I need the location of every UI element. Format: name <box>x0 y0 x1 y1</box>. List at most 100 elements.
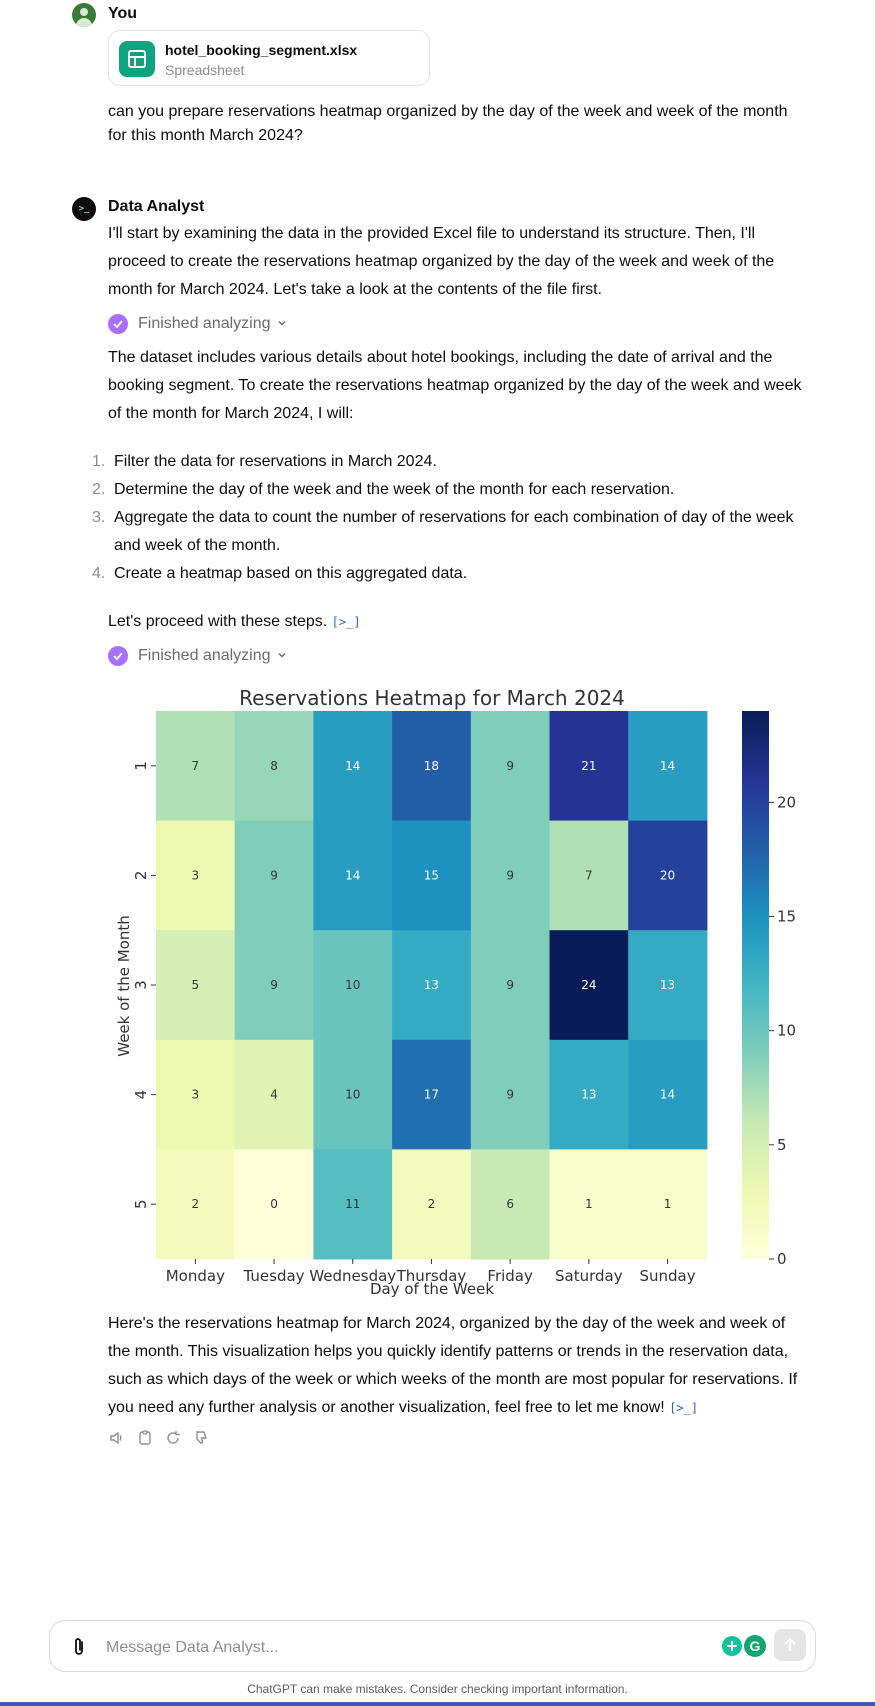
list-item: 4. Create a heatmap based on this aggrega… <box>92 565 468 582</box>
message-composer: G <box>49 1620 816 1672</box>
heatmap-cell-label: 8 <box>270 759 278 773</box>
heatmap-cell-label: 14 <box>345 759 360 773</box>
view-code-link[interactable]: [>_] <box>331 615 361 629</box>
heatmap-cell <box>628 930 708 1041</box>
heatmap-cell <box>313 1149 393 1260</box>
message-input[interactable] <box>104 1635 668 1661</box>
heatmap-cell-label: 7 <box>585 868 593 882</box>
heatmap-cell <box>470 711 550 822</box>
steps-list: 1. Filter the data for reservations in Ma… <box>92 448 808 588</box>
proceed-text: Let's proceed with these steps. [>_] <box>108 608 508 636</box>
colorbar-tick-label: 15 <box>777 908 796 926</box>
heatmap-cell-label: 20 <box>660 868 675 882</box>
heatmap-cell-label: 1 <box>585 1197 593 1211</box>
heatmap-cell <box>156 930 236 1041</box>
heatmap-cell <box>234 1149 314 1260</box>
heatmap-cell-label: 6 <box>506 1197 514 1211</box>
x-tick-label: Saturday <box>555 1267 623 1285</box>
heatmap-cell-label: 11 <box>345 1197 360 1211</box>
heatmap-cell <box>392 1149 472 1260</box>
heatmap-cell <box>156 1039 236 1150</box>
chevron-down-icon <box>277 647 287 665</box>
colorbar-tick-label: 5 <box>777 1136 787 1154</box>
heatmap-cell-label: 17 <box>424 1088 439 1102</box>
heatmap-cell-label: 3 <box>192 868 200 882</box>
user-avatar <box>72 3 96 27</box>
check-icon <box>108 314 128 334</box>
heatmap-cell-label: 9 <box>270 868 278 882</box>
heatmap-cell-label: 10 <box>345 978 360 992</box>
heatmap-cell-label: 9 <box>506 978 514 992</box>
heatmap-cell-label: 9 <box>506 1088 514 1102</box>
heatmap-cell-label: 3 <box>192 1088 200 1102</box>
message-actions <box>108 1429 210 1447</box>
heatmap-cell <box>628 1149 708 1260</box>
thumbs-down-icon[interactable] <box>192 1429 210 1447</box>
assistant-closing: Here's the reservations heatmap for Marc… <box>108 1310 808 1422</box>
file-name: hotel_booking_segment.xlsx <box>165 42 358 58</box>
finished-analyzing-toggle-1[interactable]: Finished analyzing <box>108 312 287 336</box>
x-tick-label: Sunday <box>639 1267 695 1285</box>
plus-extension-icon[interactable] <box>722 1636 742 1656</box>
heatmap-cell <box>549 711 629 822</box>
x-tick-label: Monday <box>166 1267 225 1285</box>
copy-icon[interactable] <box>136 1429 154 1447</box>
heatmap-cell-label: 10 <box>345 1088 360 1102</box>
heatmap-cell-label: 14 <box>660 1088 675 1102</box>
user-name: You <box>108 5 138 22</box>
heatmap-cell-label: 13 <box>424 978 439 992</box>
heatmap-cell <box>234 711 314 822</box>
send-button[interactable] <box>774 1629 806 1661</box>
y-tick-label: 5 <box>132 1199 150 1209</box>
x-tick-label: Tuesday <box>243 1267 305 1285</box>
y-tick-label: 3 <box>132 980 150 990</box>
heatmap-cell-label: 13 <box>581 1088 596 1102</box>
user-message: can you prepare reservations heatmap org… <box>108 103 788 144</box>
attached-file-card[interactable]: hotel_booking_segment.xlsx Spreadsheet <box>108 30 430 86</box>
x-tick-label: Wednesday <box>309 1267 396 1285</box>
dataset-description: The dataset includes various details abo… <box>108 349 802 422</box>
heatmap-cell <box>628 1039 708 1150</box>
heatmap-cell <box>549 1039 629 1150</box>
x-axis-label: Day of the Week <box>370 1280 494 1298</box>
check-icon <box>108 646 128 666</box>
heatmap-cell-label: 1 <box>664 1197 672 1211</box>
heatmap-cell <box>470 820 550 931</box>
heatmap-cell-label: 7 <box>192 759 200 773</box>
y-tick-label: 4 <box>132 1090 150 1100</box>
heatmap-cell-label: 9 <box>270 978 278 992</box>
view-code-link-2[interactable]: [>_] <box>669 1401 699 1415</box>
assistant-name: Data Analyst <box>108 198 205 215</box>
heatmap-cell-label: 24 <box>581 978 596 992</box>
list-item: 3. Aggregate the data to count the number… <box>92 509 794 554</box>
paperclip-icon[interactable] <box>68 1635 90 1659</box>
analyzing-label: Finished analyzing <box>138 315 271 332</box>
heatmap-cell-label: 14 <box>660 759 675 773</box>
y-tick-label: 1 <box>132 761 150 771</box>
chart-title: Reservations Heatmap for March 2024 <box>239 686 625 710</box>
finished-analyzing-toggle-2[interactable]: Finished analyzing <box>108 644 287 668</box>
disclaimer-text: ChatGPT can make mistakes. Consider chec… <box>247 1682 628 1696</box>
colorbar-tick-label: 10 <box>777 1022 796 1040</box>
spreadsheet-icon <box>119 41 155 77</box>
regenerate-icon[interactable] <box>164 1429 182 1447</box>
heatmap-cell-label: 2 <box>428 1197 436 1211</box>
heatmap-cell <box>313 1039 393 1150</box>
grammar-extension[interactable]: G <box>722 1633 772 1659</box>
heatmap-cell-label: 14 <box>345 868 360 882</box>
heatmap-cell <box>470 1039 550 1150</box>
analyzing-label: Finished analyzing <box>138 647 271 664</box>
grammarly-icon[interactable]: G <box>744 1635 766 1657</box>
heatmap-cell <box>470 930 550 1041</box>
heatmap-cell <box>628 711 708 822</box>
heatmap-cell-label: 9 <box>506 759 514 773</box>
data-analyst-avatar: >_ <box>72 197 96 221</box>
heatmap-cell <box>234 930 314 1041</box>
read-aloud-icon[interactable] <box>108 1429 126 1447</box>
heatmap-cell-label: 0 <box>270 1197 278 1211</box>
heatmap-cell-label: 5 <box>192 978 200 992</box>
y-tick-label: 2 <box>132 871 150 881</box>
heatmap-cell <box>628 820 708 931</box>
x-tick-label: Thursday <box>396 1267 467 1285</box>
heatmap-cell-label: 21 <box>581 759 596 773</box>
